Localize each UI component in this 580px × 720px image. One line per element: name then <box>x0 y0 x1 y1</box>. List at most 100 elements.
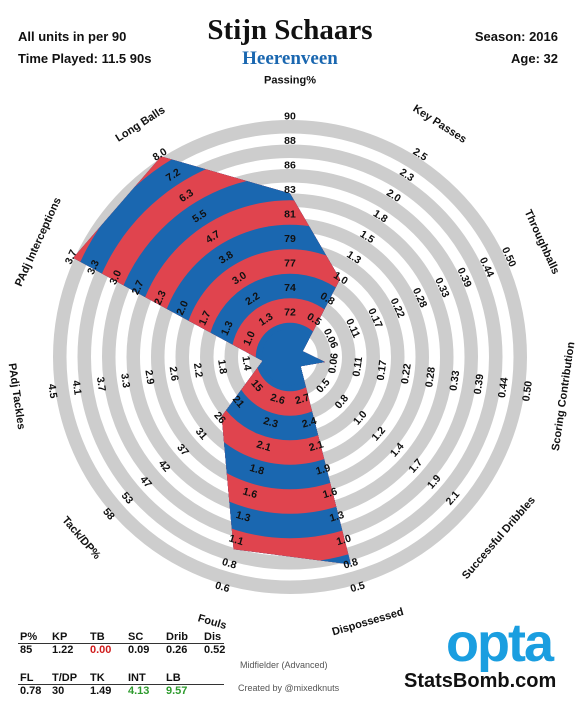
stat-header: P% <box>20 630 38 643</box>
stat-value: 30 <box>52 684 65 697</box>
radar-tick-label: 1.3 <box>328 509 346 525</box>
radar-axis-label: Tack/DP% <box>59 514 103 562</box>
radar-tick-label: 2.9 <box>142 369 156 385</box>
stat-value: 0.09 <box>128 643 150 656</box>
radar-tick-label: 83 <box>284 184 296 196</box>
stat-header: Dis <box>204 630 222 643</box>
radar-ring <box>77 144 503 570</box>
stat-value-good: 9.57 <box>166 684 188 697</box>
radar-axis-label: Passing% <box>264 74 316 86</box>
stat-value: 0.26 <box>166 643 188 656</box>
stats-table-1: P% KP TB SC Drib Dis 85 1.22 0.00 0.09 0… <box>20 630 242 656</box>
radar-tick-label: 0.28 <box>423 366 438 388</box>
radar-axis-label: Key Passes <box>411 103 469 146</box>
radar-tick-label: 0.5 <box>349 579 367 595</box>
radar-tick-label: 1.7 <box>197 309 214 327</box>
radar-tick-label: 0.22 <box>399 363 414 385</box>
radar-tick-label: 3.3 <box>85 258 102 276</box>
stat-value-good: 4.13 <box>128 684 150 697</box>
radar-tick-label: 3.7 <box>94 376 108 392</box>
stat-value: 1.49 <box>90 684 112 697</box>
radar-axis-label: PAdj Tackles <box>6 362 27 430</box>
stat-header: SC <box>128 630 144 643</box>
radar-tick-label: 86 <box>284 160 296 172</box>
radar-tick-label: 0.33 <box>447 370 462 392</box>
stat-header: Drib <box>166 630 188 643</box>
radar-tick-label: 3.3 <box>118 373 132 389</box>
radar-tick-label: 4.1 <box>70 380 84 396</box>
radar-axis-label: Long Balls <box>114 104 168 144</box>
radar-tick-label: 1.0 <box>241 329 258 347</box>
radar-tick-label: 2.6 <box>269 391 287 407</box>
radar-tick-label: 0.8 <box>221 556 239 572</box>
radar-axis-label: Dispossessed <box>331 606 405 638</box>
radar-tick-label: 2.7 <box>294 391 312 407</box>
stat-header: TK <box>90 671 105 684</box>
radar-axis-label: Scoring Contribution <box>550 341 578 452</box>
radar-tick-label: 0.44 <box>496 377 511 399</box>
stat-header: LB <box>166 671 181 684</box>
radar-tick-label: 88 <box>284 135 296 147</box>
radar-tick-label: 1.3 <box>234 509 252 525</box>
radar-tick-label: 1.8 <box>215 359 229 375</box>
stats-table-2: FL T/DP TK INT LB 0.78 30 1.49 4.13 9.57 <box>20 671 204 697</box>
radar-tick-label: 0.06 <box>326 352 341 374</box>
radar-axis-label: PAdj Interceptions <box>13 196 64 289</box>
radar-tick-label: 0.6 <box>214 579 232 595</box>
stats-divider <box>18 643 224 644</box>
radar-tick-label: 2.3 <box>262 415 280 431</box>
radar-tick-label: 2.3 <box>152 289 169 307</box>
radar-tick-label: 2.4 <box>301 415 319 431</box>
stat-header: INT <box>128 671 146 684</box>
position-label: Midfielder (Advanced) <box>240 660 328 670</box>
radar-tick-label: 90 <box>284 111 296 123</box>
player-name: Stijn Schaars <box>207 14 373 46</box>
radar-tick-label: 2.7 <box>130 278 147 296</box>
stat-value: 1.22 <box>52 643 74 656</box>
radar-tick-label: 2.1 <box>308 438 326 454</box>
radar-tick-label: 0.17 <box>375 359 390 381</box>
radar-tick-label: 4.5 <box>45 383 59 399</box>
stat-header: T/DP <box>52 671 78 684</box>
radar-tick-label: 1.8 <box>248 462 266 478</box>
radar-tick-label: 0.50 <box>520 380 535 402</box>
radar-tick-label: 72 <box>284 307 296 319</box>
opta-logo: opta <box>446 613 554 673</box>
radar-tick-label: 1.0 <box>335 532 353 548</box>
stat-value: 85 <box>20 643 33 656</box>
stat-header: KP <box>52 630 68 643</box>
stat-header: FL <box>20 671 34 684</box>
radar-tick-label: 2.2 <box>191 362 205 378</box>
stat-value: 0.52 <box>204 643 226 656</box>
radar-tick-label: 77 <box>284 258 296 270</box>
stat-value-bad: 0.00 <box>90 643 112 656</box>
radar-axis-label: Throughballs <box>522 208 562 276</box>
radar-tick-label: 0.8 <box>342 556 360 572</box>
time-played-label: Time Played: 11.5 90s <box>18 51 152 66</box>
radar-tick-label: 0.11 <box>351 356 366 378</box>
radar-tick-label: 1.9 <box>314 462 332 478</box>
radar-tick-label: 2.0 <box>174 299 191 317</box>
credit-label: Created by @mixedknuts <box>238 683 340 693</box>
season-label: Season: 2016 <box>474 29 558 44</box>
stats-divider <box>18 684 224 685</box>
statsbomb-logo: StatsBomb.com <box>404 670 557 692</box>
radar-tick-label: 79 <box>284 233 296 245</box>
units-label: All units in per 90 <box>18 29 127 44</box>
radar-tick-label: 1.1 <box>227 532 245 548</box>
radar-tick-label: 74 <box>284 282 296 294</box>
radar-tick-label: 1.4 <box>239 355 253 371</box>
age-label: Age: 32 <box>511 51 558 66</box>
radar-tick-label: 2.1 <box>255 438 273 454</box>
radar-tick-label: 81 <box>284 209 296 221</box>
header-left: All units in per 90 Time Played: 11.5 90… <box>18 26 151 70</box>
radar-tick-label: 3.7 <box>63 248 80 266</box>
radar-tick-label: 1.3 <box>219 319 236 337</box>
team-name: Heerenveen <box>242 48 338 69</box>
stat-value: 0.78 <box>20 684 42 697</box>
radar-tick-label: 0.39 <box>472 373 487 395</box>
radar-tick-label: 1.6 <box>241 485 259 501</box>
radar-ring <box>53 120 527 594</box>
radar-tick-label: 2.6 <box>167 366 181 382</box>
